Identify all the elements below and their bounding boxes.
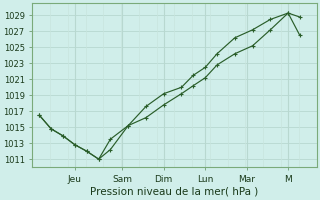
X-axis label: Pression niveau de la mer( hPa ): Pression niveau de la mer( hPa ) [90, 187, 259, 197]
